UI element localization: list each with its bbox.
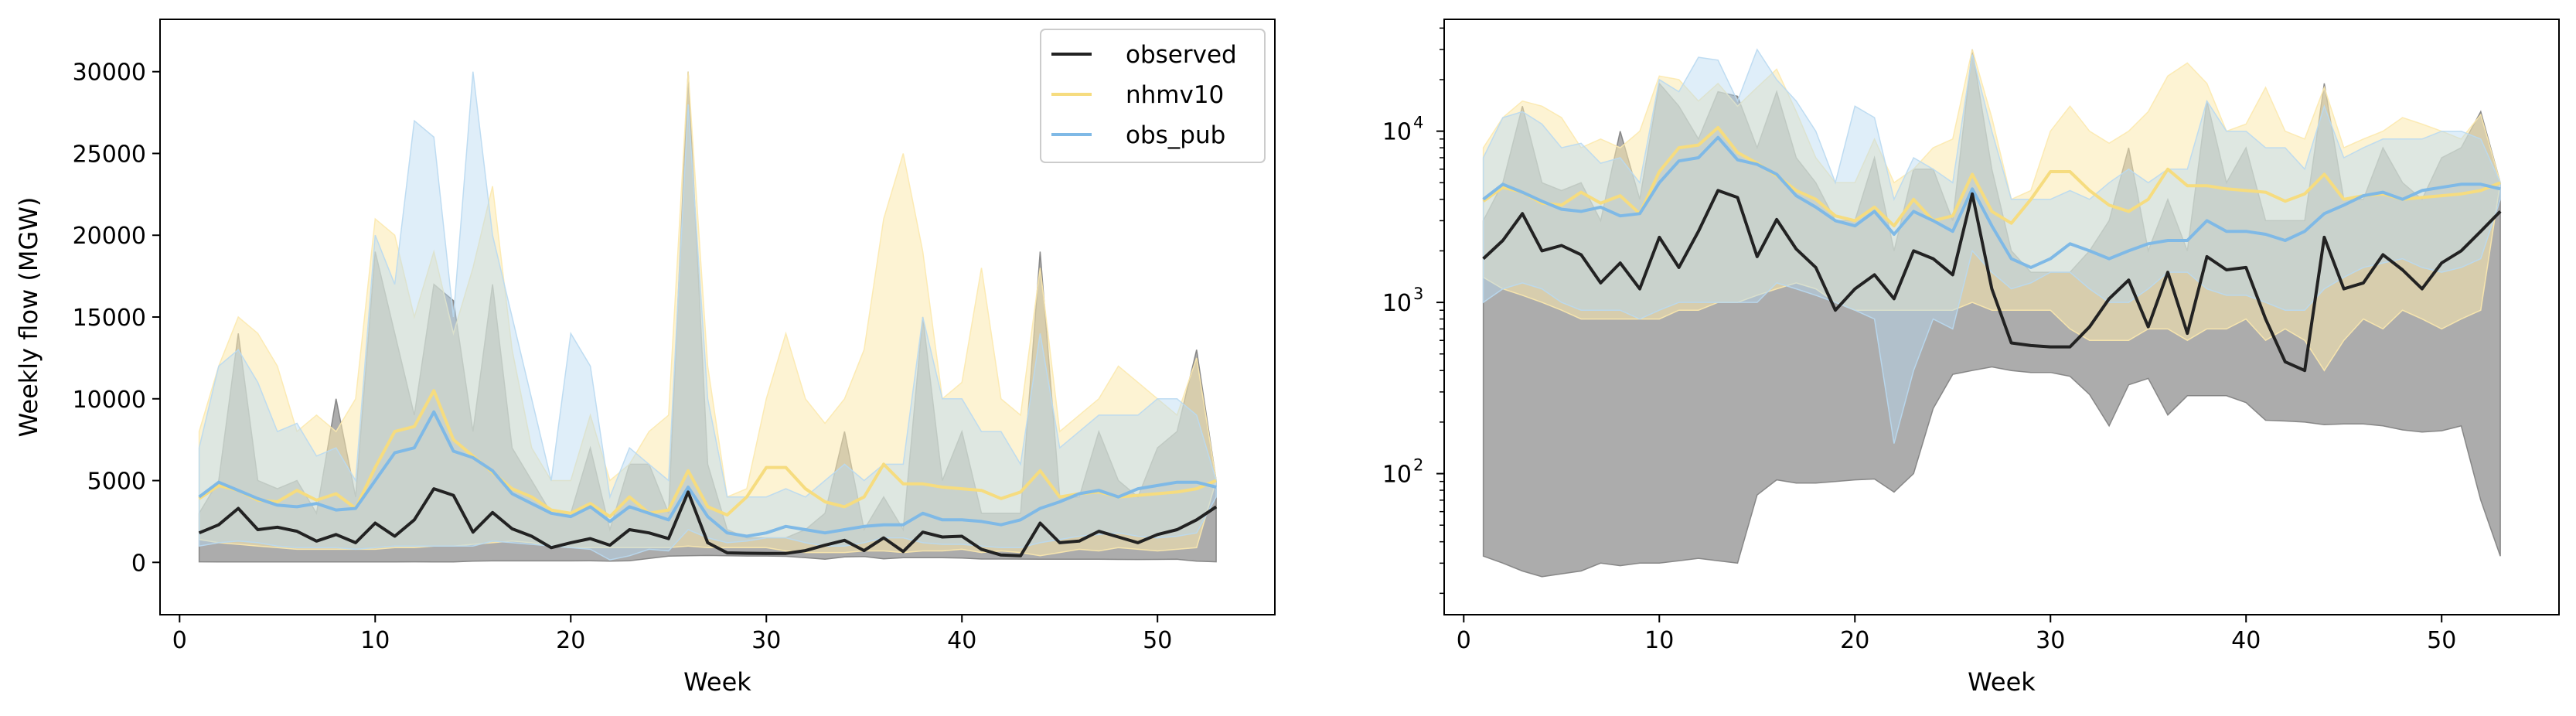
y-tick-label: 10 <box>1382 290 1412 317</box>
right-x-axis-label: Week <box>1968 667 2036 697</box>
y-tick-label: 10000 <box>73 387 146 414</box>
y-tick-label: 10 <box>1382 119 1412 146</box>
legend: observed nhmv10 obs_pub <box>1040 29 1266 163</box>
y-tick-label: 25000 <box>73 141 146 168</box>
legend-label-nhmv10: nhmv10 <box>1126 81 1224 109</box>
line-observed <box>198 487 1218 557</box>
x-tick-label: 50 <box>2427 627 2456 654</box>
left-chart-panel: 0 10 20 30 40 50 0 5000 10000 15000 20000 25000 3000… <box>14 19 1276 697</box>
y-tick-exponent: 3 <box>1413 285 1423 303</box>
line-nhmv10 <box>1482 126 2501 228</box>
x-tick-label: 30 <box>2036 627 2065 654</box>
y-tick-label: 0 <box>131 550 146 577</box>
y-tick-label: 5000 <box>87 469 146 496</box>
line-obs-pub <box>198 410 1217 538</box>
left-plot-area <box>198 71 1218 563</box>
left-ticks: 0 10 20 30 40 50 0 5000 10000 15000 20000 25000 3000… <box>73 60 1173 654</box>
x-tick-label: 20 <box>1840 627 1869 654</box>
x-tick-label: 30 <box>751 627 781 654</box>
legend-label-obs-pub: obs_pub <box>1126 121 1225 149</box>
y-tick-label: 10 <box>1382 462 1412 489</box>
x-tick-label: 0 <box>172 627 187 654</box>
x-tick-label: 40 <box>2231 627 2261 654</box>
right-plot-area <box>1482 48 2502 578</box>
band-obs-pub <box>1482 48 2501 444</box>
x-tick-label: 0 <box>1457 627 1471 654</box>
left-x-axis-label: Week <box>683 667 751 697</box>
x-tick-label: 50 <box>1143 627 1172 654</box>
line-obs-pub <box>1482 135 2501 269</box>
legend-box <box>1040 29 1266 163</box>
x-tick-label: 20 <box>556 627 585 654</box>
y-tick-exponent: 2 <box>1413 456 1423 475</box>
line-observed <box>1482 189 2502 373</box>
x-tick-label: 10 <box>1644 627 1674 654</box>
line-nhmv10 <box>198 389 1217 519</box>
left-y-axis-label: Weekly flow (MGW) <box>14 197 43 438</box>
x-tick-label: 10 <box>360 627 390 654</box>
y-tick-exponent: 4 <box>1413 114 1423 132</box>
right-axes-frame <box>1443 19 2560 615</box>
x-tick-label: 40 <box>947 627 976 654</box>
y-tick-label: 30000 <box>73 60 146 87</box>
y-tick-label: 15000 <box>73 305 146 332</box>
legend-label-observed: observed <box>1126 41 1237 69</box>
y-tick-label: 20000 <box>73 223 146 250</box>
